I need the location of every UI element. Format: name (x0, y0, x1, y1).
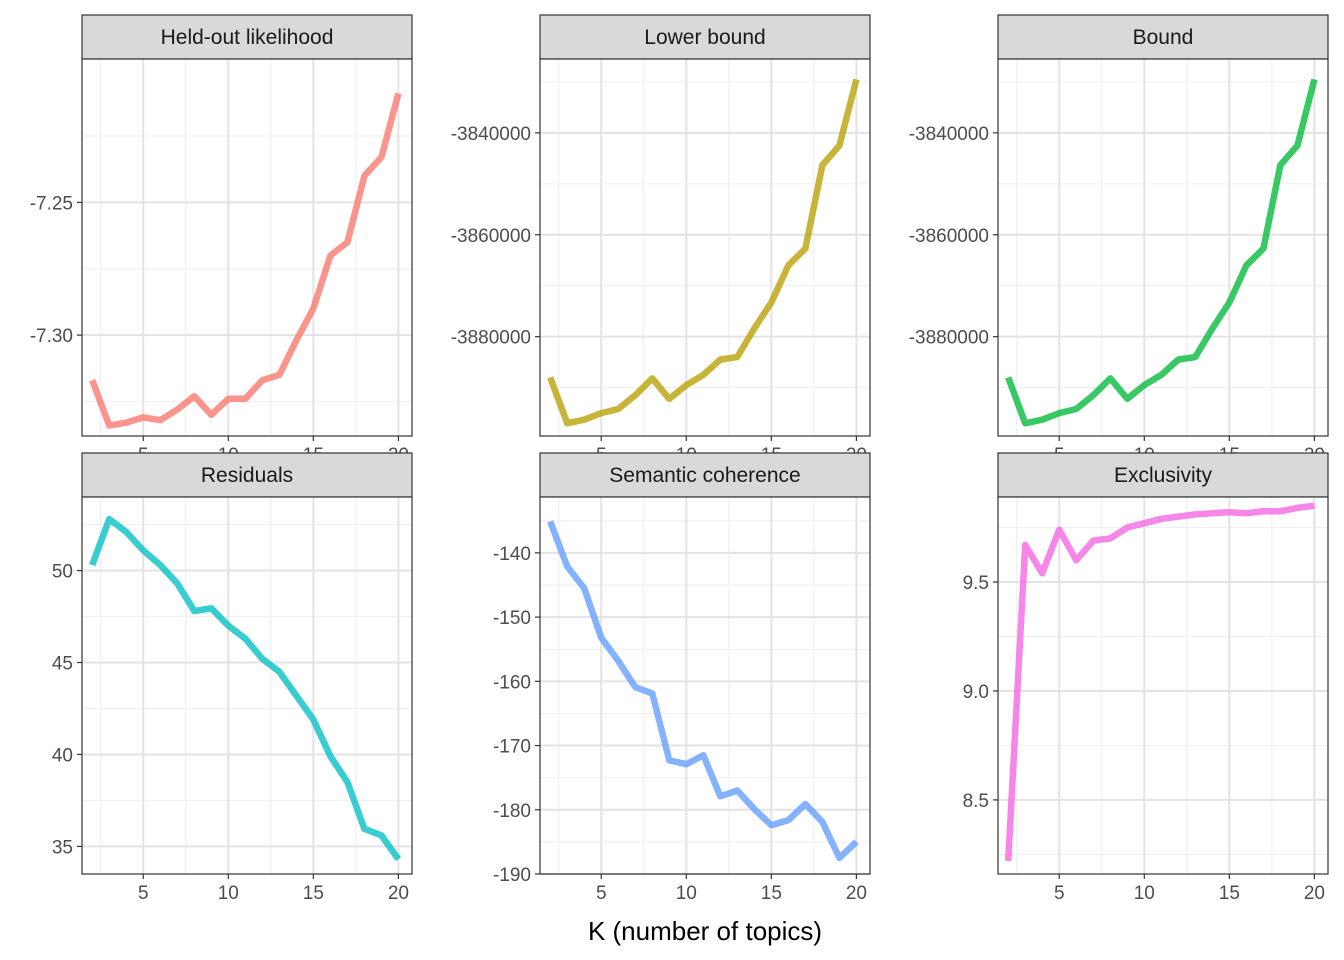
facet-strip-title: Residuals (201, 464, 293, 487)
facet-panel: Semantic coherence -140 -150 -160 -170 -180 -1… (493, 452, 871, 904)
y-tick-label: 45 (52, 654, 73, 675)
facet-strip-title: Held-out likelihood (161, 26, 334, 49)
facet-strip-title: Semantic coherence (609, 464, 800, 487)
facet-panel: Bound-3840000-3860000-38800005101520 (909, 14, 1329, 466)
series-line (89, 92, 402, 429)
y-tick-label: 40 (52, 745, 73, 766)
y-tick-label: -140 (493, 544, 531, 565)
x-tick-label: 5 (138, 883, 149, 904)
y-tick-label: -180 (493, 801, 531, 822)
x-tick-label: 20 (1304, 883, 1325, 904)
x-tick-label: 15 (761, 883, 782, 904)
y-tick-label: -3860000 (909, 226, 989, 247)
panel-border (997, 496, 1329, 875)
facet-panel: Exclusivity 9.5 9.0 8.5 5 10 15 20 (963, 452, 1329, 904)
x-tick-label: 15 (1219, 883, 1240, 904)
facet-strip (997, 14, 1329, 60)
facet-panel: Held-out likelihood-7.25-7.305101520 (30, 14, 413, 466)
y-tick-label: -3880000 (909, 328, 989, 349)
y-tick-label: -150 (493, 608, 531, 629)
series-line (89, 515, 402, 862)
panel-border (539, 496, 871, 875)
facet-strip (997, 452, 1329, 498)
plot-background (540, 59, 870, 436)
facet-strip-title: Lower bound (644, 26, 765, 49)
facet-strip-title: Bound (1133, 26, 1194, 49)
y-tick-label: 9.5 (963, 573, 989, 594)
y-tick-label: 50 (52, 562, 73, 583)
facet-panel: Lower bound-3840000-3860000-388000051015… (451, 14, 871, 466)
y-tick-label: 8.5 (963, 791, 989, 812)
facet-strip-title: Exclusivity (1114, 464, 1213, 487)
series-line (1005, 78, 1318, 427)
x-tick-label: 15 (303, 883, 324, 904)
y-tick-label: 9.0 (963, 682, 989, 703)
facet-panel: Residuals 50 45 40 35 5 10 15 20 (52, 452, 413, 904)
series-line (547, 78, 860, 427)
chart-panels: Held-out likelihood -7.25 -7.30 5 10 15 20 Lowe… (30, 14, 1329, 904)
x-tick-label: 10 (1134, 883, 1155, 904)
y-tick-label: -3840000 (451, 124, 531, 145)
panel-border (539, 58, 871, 437)
x-tick-label: 10 (218, 883, 239, 904)
panel-border (81, 58, 413, 437)
y-tick-label: -7.25 (30, 193, 73, 214)
y-tick-label: -3860000 (451, 226, 531, 247)
plot-background (998, 59, 1328, 436)
x-tick-label: 5 (596, 883, 607, 904)
plot-background (998, 497, 1328, 874)
series-line (1004, 502, 1315, 862)
y-tick-label: -190 (493, 865, 531, 886)
facet-strip (81, 14, 413, 60)
panel-border (997, 58, 1329, 437)
y-tick-label: -170 (493, 737, 531, 758)
y-tick-label: -3840000 (909, 124, 989, 145)
y-tick-label: -3880000 (451, 328, 531, 349)
x-tick-label: 20 (846, 883, 867, 904)
x-tick-label: 5 (1054, 883, 1065, 904)
facet-strip (539, 14, 871, 60)
x-axis-title: K (number of topics) (588, 916, 822, 946)
y-tick-label: 35 (52, 837, 73, 858)
x-tick-label: 10 (676, 883, 697, 904)
panel-border (81, 496, 413, 875)
plot-background (82, 59, 412, 436)
series-line (547, 520, 859, 862)
y-tick-label: -160 (493, 672, 531, 693)
y-tick-label: -7.30 (30, 326, 73, 347)
facet-strip (539, 452, 871, 498)
x-tick-label: 20 (388, 883, 409, 904)
